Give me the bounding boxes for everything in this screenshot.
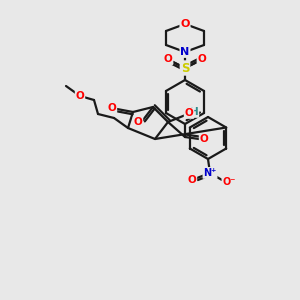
Text: O: O bbox=[198, 54, 206, 64]
Text: S: S bbox=[181, 61, 189, 74]
Text: N: N bbox=[180, 47, 190, 57]
Text: N: N bbox=[206, 168, 214, 178]
Text: O: O bbox=[188, 175, 196, 185]
Text: O: O bbox=[76, 91, 84, 101]
Text: O: O bbox=[164, 54, 172, 64]
Text: O: O bbox=[198, 54, 206, 64]
Text: N⁺: N⁺ bbox=[203, 168, 217, 178]
Text: O: O bbox=[200, 134, 208, 144]
Text: O⁻: O⁻ bbox=[222, 177, 236, 187]
Text: O: O bbox=[134, 117, 142, 127]
Text: O: O bbox=[184, 108, 194, 118]
Text: H: H bbox=[190, 107, 198, 117]
Text: O: O bbox=[180, 19, 190, 29]
Text: O: O bbox=[164, 54, 172, 64]
Text: S: S bbox=[181, 61, 189, 74]
Text: O: O bbox=[108, 103, 116, 113]
